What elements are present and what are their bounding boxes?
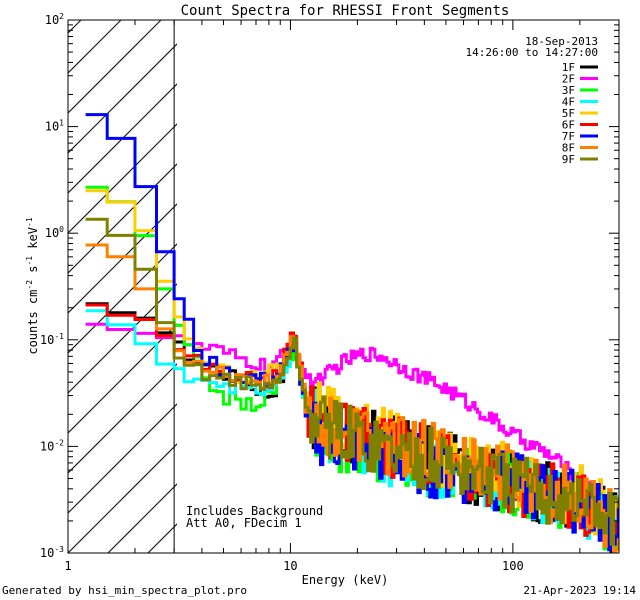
hatch-line xyxy=(68,20,162,114)
hatch-line xyxy=(68,203,177,314)
y-tick-label: 101 xyxy=(45,119,64,134)
legend-label-1F: 1F xyxy=(562,61,575,74)
legend-label-4F: 4F xyxy=(562,96,575,109)
hatch-line xyxy=(68,43,177,154)
y-tick-label: 100 xyxy=(45,225,64,240)
hatch-line xyxy=(68,243,177,354)
legend-label-3F: 3F xyxy=(562,84,575,97)
hatch-line xyxy=(68,403,177,514)
legend-label-7F: 7F xyxy=(562,130,575,143)
y-tick-label: 10-3 xyxy=(40,545,64,560)
legend-label-5F: 5F xyxy=(562,107,575,120)
legend-label-8F: 8F xyxy=(562,142,575,155)
x-axis: 1 10 100 xyxy=(64,20,620,573)
legend-label-9F: 9F xyxy=(562,153,575,166)
hatch-line xyxy=(68,83,177,194)
hatch-line xyxy=(68,20,122,74)
x-axis-label: Energy (keV) xyxy=(302,573,389,587)
y-tick-label: 10-2 xyxy=(40,438,64,453)
x-tick-label: 10 xyxy=(283,559,297,573)
footer-timestamp: 21-Apr-2023 19:14 xyxy=(523,584,636,597)
footer-generated-by: Generated by hsi_min_spectra_plot.pro xyxy=(2,584,247,597)
annotation-background: Includes Background xyxy=(186,504,323,518)
chart-title: Count Spectra for RHESSI Front Segments xyxy=(181,3,510,19)
legend-label-6F: 6F xyxy=(562,119,575,132)
x-tick-label: 100 xyxy=(502,559,524,573)
date-label: 18-Sep-2013 xyxy=(525,35,598,48)
y-tick-label: 10-1 xyxy=(40,332,64,347)
y-axis-label: counts cm-2 s-1 keV-1 xyxy=(25,217,40,354)
time-range-label: 14:26:00 to 14:27:00 xyxy=(466,46,598,59)
series-line-9F xyxy=(85,217,619,546)
y-axis: 10-3 10-2 10-1 100 101 102 xyxy=(40,12,619,560)
y-tick-label: 102 xyxy=(45,12,64,27)
x-tick-label: 1 xyxy=(64,559,71,573)
hatch-line xyxy=(68,363,177,474)
series-lines xyxy=(85,113,619,553)
hatch-line xyxy=(68,443,177,553)
annotation-attenuator: Att A0, FDecim 1 xyxy=(186,516,302,530)
excluded-energy-hatch xyxy=(68,20,177,553)
hatch-line xyxy=(68,20,82,34)
plot-frame xyxy=(67,19,620,554)
legend-label-2F: 2F xyxy=(562,73,575,86)
hatch-line xyxy=(68,123,177,234)
